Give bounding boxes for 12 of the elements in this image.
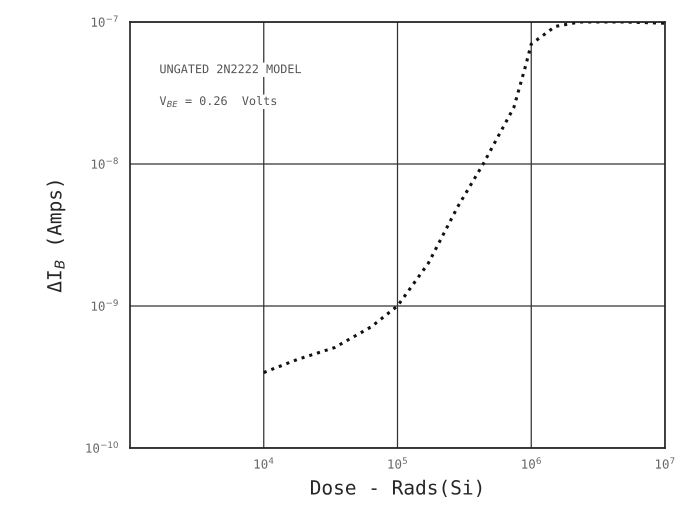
x-tick-label: 10$^{4}$ (254, 457, 274, 469)
x-tick-label: 10$^{5}$ (388, 457, 407, 469)
text: ΔI$_{B}$ (Amps) (46, 181, 66, 292)
y-tick-label: 10$^{−10}$ (86, 441, 118, 453)
y-tick-label: 10$^{−8}$ (92, 157, 118, 169)
x-tick-label: 10$^{6}$ (522, 457, 541, 469)
x-axis-title: Dose - Rads(Si) (311, 480, 482, 498)
annotation: UNGATED 2N2222 MODEL (160, 64, 302, 74)
x-tick-label: 10$^{7}$ (656, 457, 674, 469)
annotation: V$_{BE}$ = 0.26 Volts (160, 96, 276, 107)
y-tick-label: 10$^{−9}$ (92, 299, 118, 311)
y-tick-label: 10$^{−7}$ (92, 16, 118, 27)
